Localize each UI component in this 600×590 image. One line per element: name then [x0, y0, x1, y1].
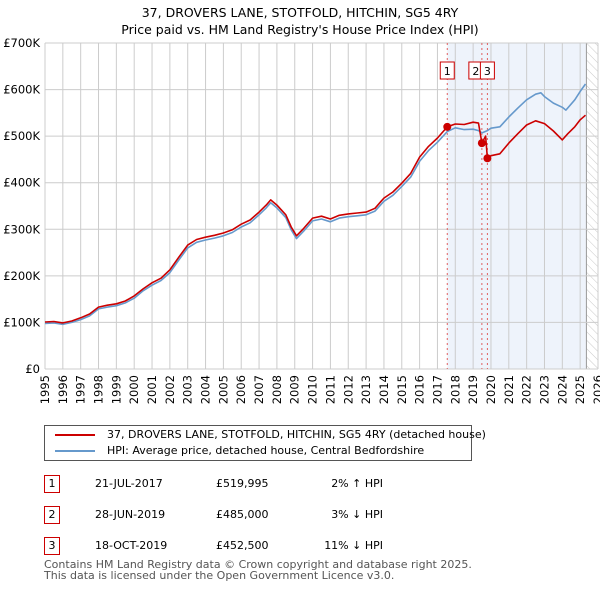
sale-point-3 [483, 154, 492, 163]
y-tick-label: £100K [3, 315, 40, 329]
transaction-number-badge: 2 [44, 506, 60, 524]
transaction-hpi-diff: 11% ↓ HPI [324, 539, 383, 552]
transaction-date: 21-JUL-2017 [95, 477, 163, 490]
legend-swatch-property [55, 434, 95, 436]
transaction-hpi-diff: 2% ↑ HPI [331, 477, 383, 490]
sale-point-2 [477, 139, 486, 148]
x-tick-label: 2017 [430, 375, 444, 404]
y-tick-label: £400K [3, 176, 40, 190]
x-tick-label: 2005 [216, 375, 230, 404]
x-tick-label: 2023 [537, 375, 551, 404]
legend-label-hpi: HPI: Average price, detached house, Cent… [107, 444, 425, 457]
x-tick-label: 2012 [341, 375, 355, 404]
x-tick-label: 2015 [395, 375, 409, 404]
x-tick-label: 2019 [466, 375, 480, 404]
y-tick-label: £0 [25, 362, 40, 376]
transaction-hpi-diff: 3% ↓ HPI [331, 508, 383, 521]
x-tick-label: 2000 [127, 375, 141, 404]
price-chart: £0 £100K £200K £300K £400K £500K £600K £700K 19… [3, 36, 600, 404]
x-tick-label: 2022 [520, 375, 534, 404]
chart-title-address: 37, DROVERS LANE, STOTFOLD, HITCHIN, SG5… [141, 5, 459, 20]
sale-badge-1: 1 [439, 61, 455, 80]
attribution-line-2: This data is licensed under the Open Gov… [44, 569, 395, 582]
transaction-date: 18-OCT-2019 [95, 539, 168, 552]
y-tick-label: £600K [3, 83, 40, 97]
x-tick-label: 2020 [484, 375, 498, 404]
x-tick-label: 1997 [74, 375, 88, 404]
x-tick-label: 2018 [448, 375, 462, 404]
x-tick-label: 2011 [323, 375, 337, 404]
x-tick-label: 1999 [109, 375, 123, 404]
hatched-future-region [586, 43, 598, 369]
x-tick-label: 2026 [591, 375, 600, 404]
x-tick-label: 2004 [199, 375, 213, 404]
x-tick-label: 1996 [56, 375, 70, 404]
sale-badge-box [439, 61, 455, 80]
transaction-date: 28-JUN-2019 [95, 508, 166, 521]
sale-badge-3: 3 [479, 61, 495, 80]
hpi-line [45, 83, 587, 326]
y-tick-label: £700K [3, 36, 40, 50]
x-tick-label: 2025 [573, 375, 587, 404]
transaction-price: £452,500 [216, 539, 269, 552]
property-price-line [45, 114, 587, 324]
transaction-number-badge: 1 [44, 475, 60, 493]
y-tick-label: £300K [3, 222, 40, 236]
sale-badge-box [479, 61, 495, 80]
transaction-price: £519,995 [216, 477, 269, 490]
legend-label-property: 37, DROVERS LANE, STOTFOLD, HITCHIN, SG5… [107, 428, 486, 441]
x-tick-label: 2024 [555, 375, 569, 404]
chart-subtitle: Price paid vs. HM Land Registry's House … [121, 22, 479, 37]
x-tick-label: 2021 [502, 375, 516, 404]
chart-legend: 37, DROVERS LANE, STOTFOLD, HITCHIN, SG5… [44, 425, 486, 461]
legend-swatch-hpi [55, 450, 95, 452]
x-tick-label: 2001 [145, 375, 159, 404]
sale-badge-label: 3 [484, 65, 491, 78]
x-tick-label: 2009 [288, 375, 302, 404]
x-tick-label: 2008 [270, 375, 284, 404]
x-tick-label: 2003 [181, 375, 195, 404]
attribution-footer: Contains HM Land Registry data © Crown c… [44, 559, 472, 581]
sale-point-1 [443, 122, 452, 131]
x-tick-label: 1995 [38, 375, 52, 404]
y-tick-label: £200K [3, 269, 40, 283]
y-tick-label: £500K [3, 129, 40, 143]
x-tick-label: 2013 [359, 375, 373, 404]
sale-badge-label: 2 [472, 65, 479, 78]
transaction-number-badge: 3 [44, 537, 60, 555]
x-tick-label: 1998 [92, 375, 106, 404]
attribution-line-1: Contains HM Land Registry data © Crown c… [44, 558, 472, 571]
x-tick-label: 2010 [306, 375, 320, 404]
x-tick-label: 2007 [252, 375, 266, 404]
x-tick-label: 2002 [163, 375, 177, 404]
transaction-price: £485,000 [216, 508, 269, 521]
sale-badge-label: 1 [444, 65, 451, 78]
x-tick-label: 2016 [413, 375, 427, 404]
shaded-ownership-region [447, 43, 587, 369]
x-tick-label: 2006 [234, 375, 248, 404]
x-tick-label: 2014 [377, 375, 391, 404]
